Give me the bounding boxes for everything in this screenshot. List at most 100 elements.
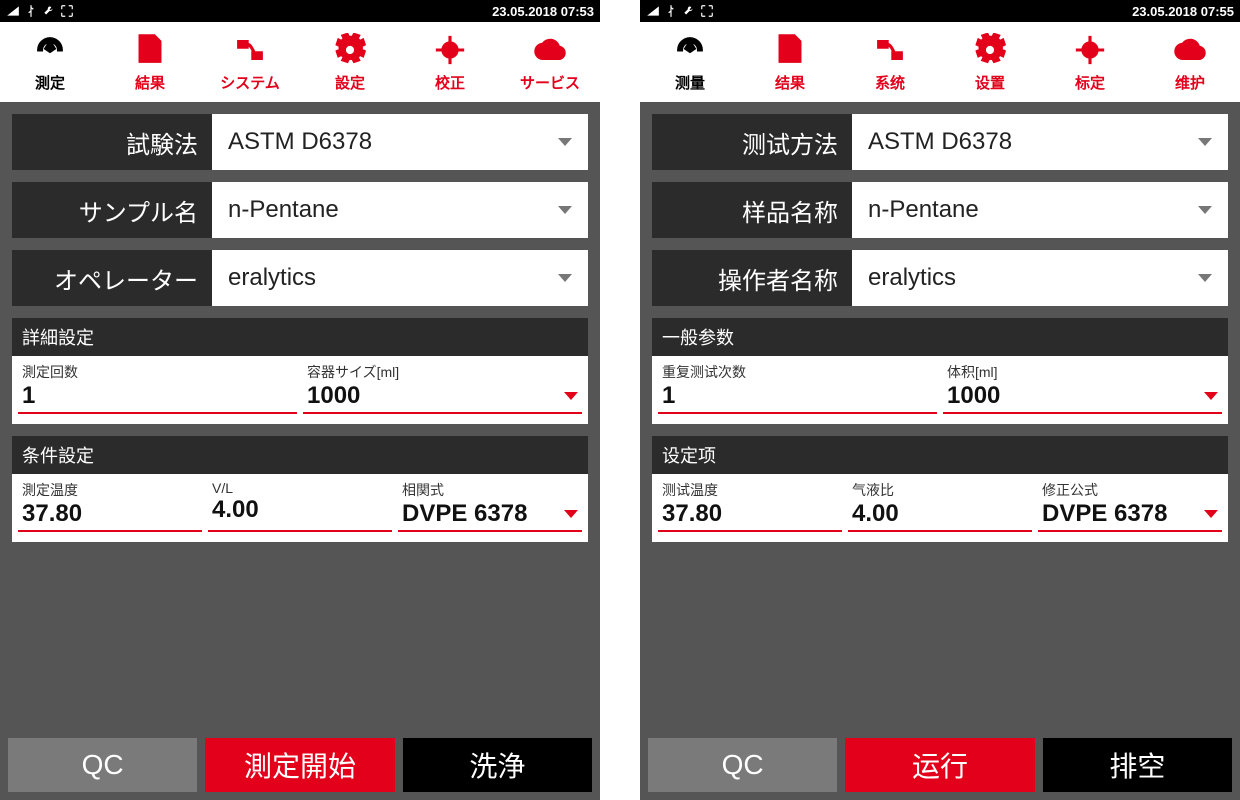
field-value: 4.00	[212, 496, 388, 524]
form-dropdown[interactable]: ASTM D6378	[852, 114, 1228, 170]
field[interactable]: 相関式 DVPE 6378	[398, 480, 582, 532]
nav-item[interactable]: 结果	[740, 22, 840, 102]
signal-icon	[6, 4, 20, 18]
field-value: 1	[22, 382, 293, 410]
nav-label: 結果	[135, 72, 165, 93]
run-button[interactable]: 測定開始	[205, 738, 394, 792]
nav-item[interactable]: 結果	[100, 22, 200, 102]
field[interactable]: 气液比 4.00	[848, 480, 1032, 532]
gear-icon	[332, 32, 368, 68]
gear-icon	[972, 32, 1008, 68]
field-label: 测试温度	[662, 480, 838, 500]
nav-item[interactable]: 维护	[1140, 22, 1240, 102]
form-label: 样品名称	[652, 182, 852, 238]
qc-button[interactable]: QC	[8, 738, 197, 792]
nav-item[interactable]: 设置	[940, 22, 1040, 102]
nav-item[interactable]: 校正	[400, 22, 500, 102]
section-body: 測定温度 37.80 V/L 4.00 相関式 DVPE 6378	[12, 474, 588, 542]
field-label: 相関式	[402, 480, 578, 500]
top-nav: 測定 結果 システム 設定 校正 サービス	[0, 22, 600, 102]
nav-item[interactable]: 測定	[0, 22, 100, 102]
status-left-icons	[646, 4, 714, 18]
nav-label: 结果	[775, 72, 805, 93]
section-header: 条件設定	[12, 436, 588, 474]
chevron-down-icon	[1204, 392, 1218, 400]
field-value: DVPE 6378	[1042, 500, 1218, 528]
nav-label: 系统	[875, 72, 905, 93]
gauge-icon	[672, 32, 708, 68]
field-label: 測定回数	[22, 362, 293, 382]
chevron-down-icon	[1198, 138, 1212, 146]
field[interactable]: V/L 4.00	[208, 480, 392, 532]
status-left-icons	[6, 4, 74, 18]
field-label: 修正公式	[1042, 480, 1218, 500]
field-label: 測定温度	[22, 480, 198, 500]
field[interactable]: 測定回数 1	[18, 362, 297, 414]
doc-icon	[772, 32, 808, 68]
field[interactable]: 测试温度 37.80	[658, 480, 842, 532]
cloud-icon	[532, 32, 568, 68]
field-value: 1000	[947, 382, 1218, 410]
screen-cn: 23.05.2018 07:55 测量 结果 系统 设置 标定 维护 测试方法 …	[640, 0, 1240, 800]
target-icon	[432, 32, 468, 68]
nav-label: 测量	[675, 72, 705, 93]
expand-icon	[60, 4, 74, 18]
nav-label: 维护	[1175, 72, 1205, 93]
screen-jp: 23.05.2018 07:53 測定 結果 システム 設定 校正 サービス 試…	[0, 0, 600, 800]
dropdown-value: n-Pentane	[228, 196, 339, 224]
field[interactable]: 重复测试次数 1	[658, 362, 937, 414]
section: 条件設定 測定温度 37.80 V/L 4.00 相関式 DVPE 6378	[12, 436, 588, 542]
nav-item[interactable]: 测量	[640, 22, 740, 102]
form-dropdown[interactable]: n-Pentane	[212, 182, 588, 238]
form-label: 操作者名称	[652, 250, 852, 306]
main-area: 测试方法 ASTM D6378 样品名称 n-Pentane 操作者名称 era…	[640, 102, 1240, 730]
form-dropdown[interactable]: ASTM D6378	[212, 114, 588, 170]
field[interactable]: 体积[ml] 1000	[943, 362, 1222, 414]
section: 一般参数 重复测试次数 1 体积[ml] 1000	[652, 318, 1228, 424]
field-label: 重复测试次数	[662, 362, 933, 382]
field[interactable]: 測定温度 37.80	[18, 480, 202, 532]
section-header: 一般参数	[652, 318, 1228, 356]
form-dropdown[interactable]: eralytics	[852, 250, 1228, 306]
nav-item[interactable]: 标定	[1040, 22, 1140, 102]
dropdown-value: n-Pentane	[868, 196, 979, 224]
nav-item[interactable]: 系统	[840, 22, 940, 102]
section: 詳細設定 測定回数 1 容器サイズ[ml] 1000	[12, 318, 588, 424]
field-value: 4.00	[852, 500, 1028, 528]
form-label: 测试方法	[652, 114, 852, 170]
form-dropdown[interactable]: n-Pentane	[852, 182, 1228, 238]
usb-icon	[664, 4, 678, 18]
run-button[interactable]: 运行	[845, 738, 1034, 792]
section: 设定项 测试温度 37.80 气液比 4.00 修正公式 DVPE 6378	[652, 436, 1228, 542]
status-bar: 23.05.2018 07:55	[640, 0, 1240, 22]
chevron-down-icon	[564, 510, 578, 518]
main-area: 試験法 ASTM D6378 サンプル名 n-Pentane オペレーター er…	[0, 102, 600, 730]
cloud-icon	[1172, 32, 1208, 68]
section-header: 詳細設定	[12, 318, 588, 356]
chevron-down-icon	[1204, 510, 1218, 518]
status-datetime: 23.05.2018 07:55	[1132, 4, 1234, 19]
qc-button[interactable]: QC	[648, 738, 837, 792]
field-value: 1000	[307, 382, 578, 410]
top-nav: 测量 结果 系统 设置 标定 维护	[640, 22, 1240, 102]
purge-button[interactable]: 排空	[1043, 738, 1232, 792]
nav-label: 測定	[35, 72, 65, 93]
nav-label: 设置	[975, 72, 1005, 93]
field-label: V/L	[212, 480, 388, 496]
chevron-down-icon	[558, 274, 572, 282]
nav-item[interactable]: システム	[200, 22, 300, 102]
field[interactable]: 容器サイズ[ml] 1000	[303, 362, 582, 414]
usb-icon	[24, 4, 38, 18]
dropdown-value: eralytics	[228, 264, 316, 292]
form-row: 試験法 ASTM D6378	[12, 114, 588, 170]
purge-button[interactable]: 洗浄	[403, 738, 592, 792]
expand-icon	[700, 4, 714, 18]
dropdown-value: ASTM D6378	[868, 128, 1012, 156]
form-dropdown[interactable]: eralytics	[212, 250, 588, 306]
section-body: 重复测试次数 1 体积[ml] 1000	[652, 356, 1228, 424]
nav-item[interactable]: サービス	[500, 22, 600, 102]
field[interactable]: 修正公式 DVPE 6378	[1038, 480, 1222, 532]
target-icon	[1072, 32, 1108, 68]
field-value: 37.80	[22, 500, 198, 528]
nav-item[interactable]: 設定	[300, 22, 400, 102]
